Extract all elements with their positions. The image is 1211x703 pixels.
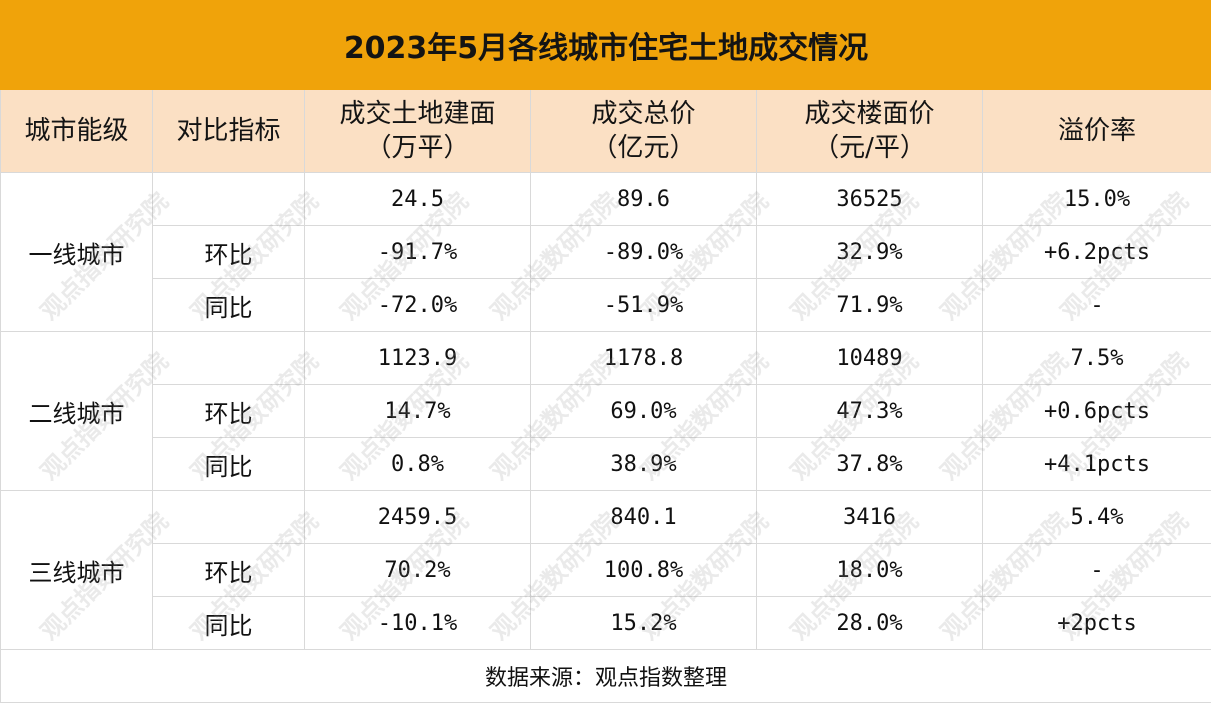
header-premium: 溢价率 — [983, 90, 1211, 173]
tier-first: 一线城市 — [1, 173, 153, 332]
area-cell: 2459.5 — [305, 491, 531, 544]
price-cell: 37.8% — [757, 438, 983, 491]
premium-cell: +4.1pcts — [983, 438, 1211, 491]
metric-cell: 环比 — [153, 385, 305, 438]
area-cell: 70.2% — [305, 544, 531, 597]
premium-cell: +6.2pcts — [983, 226, 1211, 279]
premium-cell: 15.0% — [983, 173, 1211, 226]
total-cell: 1178.8 — [531, 332, 757, 385]
header-area-line2: （万平） — [305, 131, 530, 165]
total-cell: 840.1 — [531, 491, 757, 544]
premium-cell: - — [983, 544, 1211, 597]
metric-cell: 环比 — [153, 226, 305, 279]
metric-cell — [153, 332, 305, 385]
area-cell: -72.0% — [305, 279, 531, 332]
tier-third: 三线城市 — [1, 491, 153, 650]
total-cell: 38.9% — [531, 438, 757, 491]
metric-cell — [153, 491, 305, 544]
premium-cell: +2pcts — [983, 597, 1211, 650]
price-cell: 10489 — [757, 332, 983, 385]
price-cell: 18.0% — [757, 544, 983, 597]
total-cell: -51.9% — [531, 279, 757, 332]
table-row: 二线城市 1123.9 1178.8 10489 7.5% — [1, 332, 1211, 385]
premium-cell: +0.6pcts — [983, 385, 1211, 438]
price-cell: 36525 — [757, 173, 983, 226]
total-cell: 15.2% — [531, 597, 757, 650]
total-cell: 100.8% — [531, 544, 757, 597]
header-row: 城市能级 对比指标 成交土地建面 （万平） 成交总价 （亿元） 成交楼面价 （元… — [1, 90, 1211, 173]
tier-second: 二线城市 — [1, 332, 153, 491]
area-cell: 0.8% — [305, 438, 531, 491]
total-cell: -89.0% — [531, 226, 757, 279]
premium-cell: 5.4% — [983, 491, 1211, 544]
price-cell: 28.0% — [757, 597, 983, 650]
price-cell: 3416 — [757, 491, 983, 544]
table-row: 一线城市 24.5 89.6 36525 15.0% — [1, 173, 1211, 226]
source-footer: 数据来源：观点指数整理 — [1, 650, 1211, 703]
header-total-line2: （亿元） — [531, 131, 756, 165]
area-cell: 1123.9 — [305, 332, 531, 385]
area-cell: 14.7% — [305, 385, 531, 438]
header-price-line2: （元/平） — [757, 131, 982, 165]
header-total: 成交总价 （亿元） — [531, 90, 757, 173]
header-price-line1: 成交楼面价 — [757, 97, 982, 131]
metric-cell — [153, 173, 305, 226]
header-area-line1: 成交土地建面 — [305, 97, 530, 131]
metric-cell: 同比 — [153, 279, 305, 332]
table-row: 同比 -72.0% -51.9% 71.9% - — [1, 279, 1211, 332]
table-row: 三线城市 2459.5 840.1 3416 5.4% — [1, 491, 1211, 544]
area-cell: 24.5 — [305, 173, 531, 226]
price-cell: 71.9% — [757, 279, 983, 332]
table-row: 同比 0.8% 38.9% 37.8% +4.1pcts — [1, 438, 1211, 491]
area-cell: -91.7% — [305, 226, 531, 279]
price-cell: 32.9% — [757, 226, 983, 279]
premium-cell: - — [983, 279, 1211, 332]
table-row: 环比 -91.7% -89.0% 32.9% +6.2pcts — [1, 226, 1211, 279]
header-metric: 对比指标 — [153, 90, 305, 173]
header-tier: 城市能级 — [1, 90, 153, 173]
area-cell: -10.1% — [305, 597, 531, 650]
header-price: 成交楼面价 （元/平） — [757, 90, 983, 173]
table-row: 同比 -10.1% 15.2% 28.0% +2pcts — [1, 597, 1211, 650]
table-row: 环比 70.2% 100.8% 18.0% - — [1, 544, 1211, 597]
header-area: 成交土地建面 （万平） — [305, 90, 531, 173]
table-title: 2023年5月各线城市住宅土地成交情况 — [1, 1, 1211, 90]
metric-cell: 同比 — [153, 438, 305, 491]
price-cell: 47.3% — [757, 385, 983, 438]
total-cell: 69.0% — [531, 385, 757, 438]
premium-cell: 7.5% — [983, 332, 1211, 385]
total-cell: 89.6 — [531, 173, 757, 226]
header-total-line1: 成交总价 — [531, 97, 756, 131]
table-row: 环比 14.7% 69.0% 47.3% +0.6pcts — [1, 385, 1211, 438]
metric-cell: 同比 — [153, 597, 305, 650]
metric-cell: 环比 — [153, 544, 305, 597]
